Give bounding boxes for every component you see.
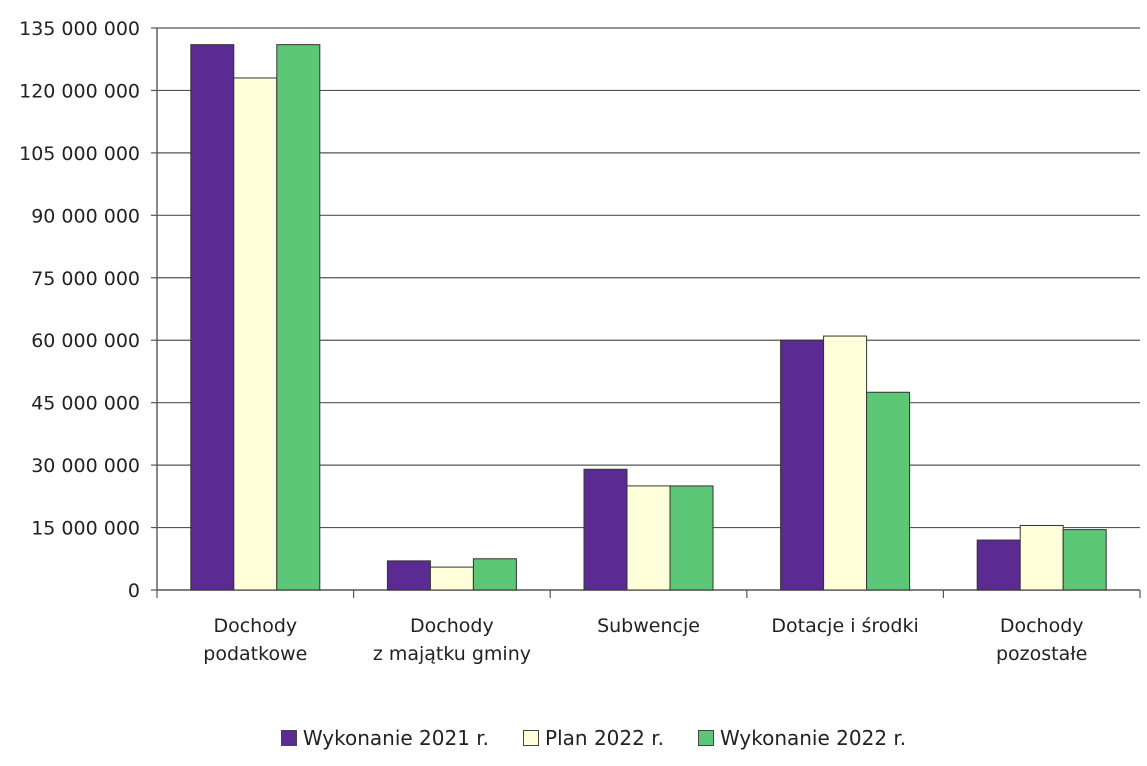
legend-swatch-series-2: [523, 730, 540, 746]
category-label-5-line-1: Dochody: [1000, 615, 1084, 637]
bars: [190, 44, 1107, 591]
y-tick-label-2: 30 000 000: [31, 455, 140, 477]
category-label-2-line-2: z majątku gminy: [373, 643, 531, 665]
y-tick-labels: 0 15 000 000 30 000 000 45 000 000 60 000 00…: [19, 18, 140, 602]
category-label-5-line-2: pozostałe: [996, 643, 1087, 665]
y-tick-label-1: 15 000 000: [31, 518, 140, 540]
y-tick-label-5: 75 000 000: [31, 268, 140, 290]
category-label-2-line-1: Dochody: [410, 615, 494, 637]
y-tick-label-6: 90 000 000: [31, 205, 140, 227]
y-tick-label-4: 60 000 000: [31, 330, 140, 352]
bar-5-series-3: [1062, 529, 1107, 591]
bar-3-series-2: [626, 485, 671, 591]
legend-label-series-1: Wykonanie 2021 r.: [302, 726, 490, 750]
y-tick-label-9: 135 000 000: [19, 18, 140, 40]
gridlines: [157, 27, 1140, 529]
bar-4-series-1: [780, 339, 825, 591]
bar-5-series-1: [976, 539, 1021, 591]
category-label-1-line-2: podatkowe: [203, 643, 307, 665]
bar-3-series-3: [669, 485, 714, 591]
legend-item-series-3: Wykonanie 2022 r.: [697, 726, 907, 750]
y-tick-label-8: 120 000 000: [19, 80, 140, 102]
bar-chart: 0 15 000 000 30 000 000 45 000 000 60 000 00…: [19, 18, 1141, 665]
y-tick-label-3: 45 000 000: [31, 393, 140, 415]
bar-1-series-3: [276, 44, 321, 591]
bar-1-series-1: [190, 44, 235, 591]
legend-item-series-1: Wykonanie 2021 r.: [280, 726, 490, 750]
category-label-3-line-1: Subwencje: [597, 615, 700, 637]
bar-1-series-2: [233, 77, 278, 591]
legend-swatch-series-3: [697, 730, 714, 746]
legend-swatch-series-1: [280, 730, 297, 746]
legend-label-series-3: Wykonanie 2022 r.: [719, 726, 907, 750]
bar-4-series-3: [866, 391, 911, 591]
bar-4-series-2: [823, 335, 868, 591]
y-tick-label-7: 105 000 000: [19, 143, 140, 165]
legend-label-series-2: Plan 2022 r.: [545, 726, 664, 750]
bar-5-series-2: [1019, 524, 1064, 591]
legend: Wykonanie 2021 r. Plan 2022 r. Wykonanie…: [0, 726, 1147, 750]
bar-2-series-1: [386, 560, 431, 591]
category-label-1-line-1: Dochody: [213, 615, 297, 637]
legend-item-series-2: Plan 2022 r.: [523, 726, 664, 750]
category-label-4-line-1: Dotacje i środki: [771, 615, 918, 637]
y-tick-label-0: 0: [128, 580, 140, 602]
category-labels: Dochody podatkowe Dochody z majątku gminy Su…: [203, 615, 1087, 665]
bar-2-series-2: [429, 566, 474, 591]
bar-3-series-1: [583, 468, 628, 591]
bar-2-series-3: [472, 558, 517, 591]
